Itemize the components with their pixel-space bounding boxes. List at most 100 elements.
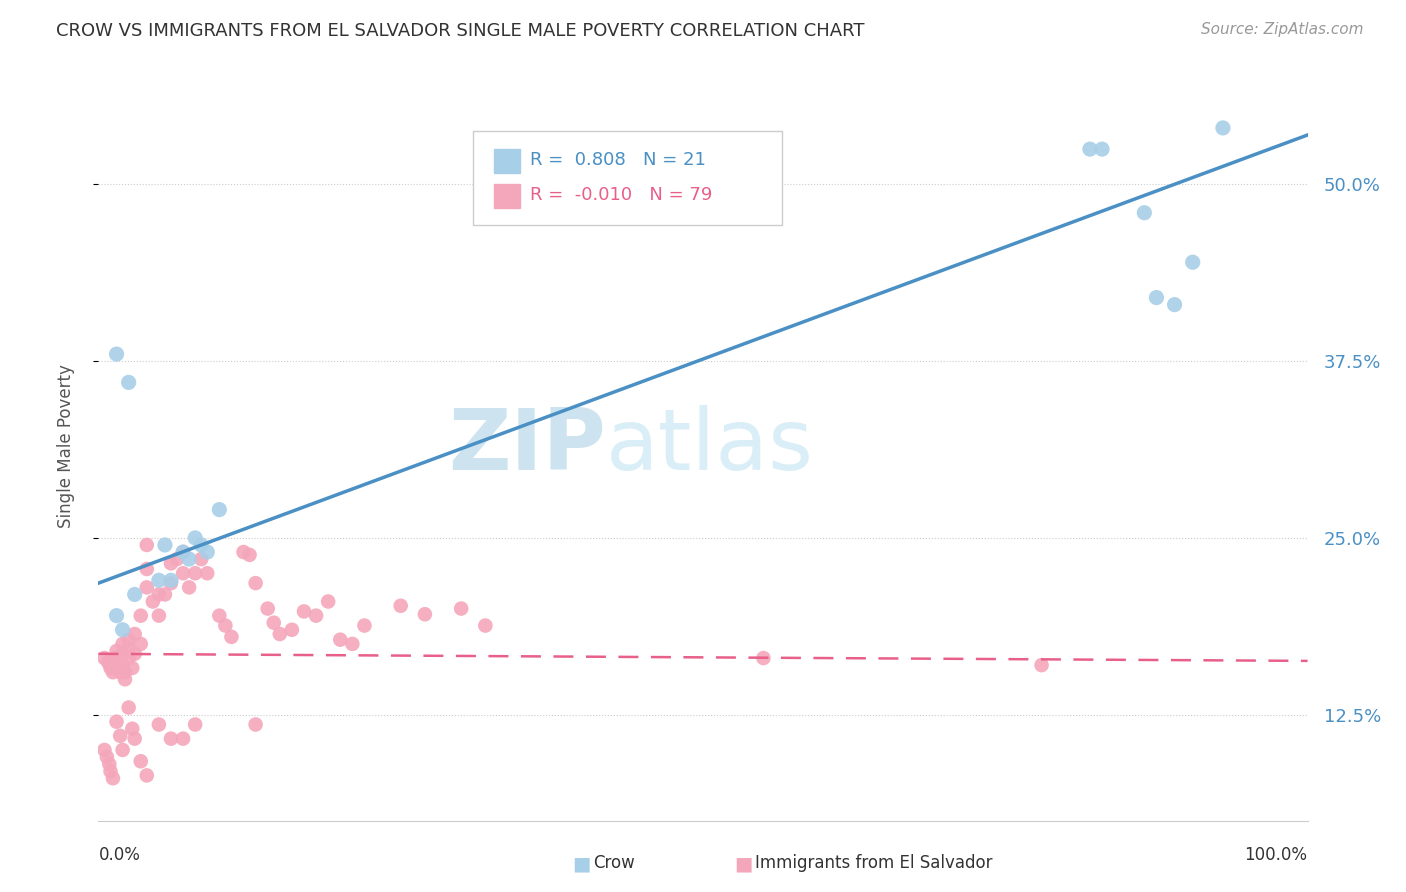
Text: Crow: Crow — [593, 855, 636, 872]
Point — [135, 562, 157, 576]
Point — [108, 729, 131, 743]
Point — [245, 717, 267, 731]
Point — [111, 743, 134, 757]
Point — [101, 771, 124, 785]
Text: Source: ZipAtlas.com: Source: ZipAtlas.com — [1201, 22, 1364, 37]
Point — [114, 665, 136, 680]
Point — [752, 651, 775, 665]
Point — [263, 615, 285, 630]
Point — [108, 658, 131, 673]
Text: Immigrants from El Salvador: Immigrants from El Salvador — [755, 855, 993, 872]
Point — [353, 618, 375, 632]
Point — [208, 502, 231, 516]
Point — [111, 658, 134, 673]
Point — [1031, 658, 1053, 673]
Point — [124, 627, 146, 641]
Point — [413, 607, 436, 622]
Point — [148, 608, 170, 623]
Point — [474, 618, 496, 632]
Point — [111, 637, 134, 651]
Point — [1212, 120, 1234, 135]
Point — [184, 566, 207, 581]
Point — [269, 627, 291, 641]
Point — [329, 632, 352, 647]
Point — [124, 731, 146, 746]
Point — [245, 576, 267, 591]
Point — [195, 545, 218, 559]
Point — [121, 661, 143, 675]
Point — [97, 655, 120, 669]
Point — [153, 538, 176, 552]
Text: 100.0%: 100.0% — [1244, 847, 1308, 864]
Point — [450, 601, 472, 615]
Point — [118, 641, 141, 656]
Point — [160, 576, 183, 591]
Point — [135, 538, 157, 552]
Point — [118, 700, 141, 714]
Point — [292, 604, 315, 618]
Point — [184, 531, 207, 545]
Point — [96, 750, 118, 764]
Point — [389, 599, 412, 613]
Point — [166, 552, 188, 566]
Point — [105, 651, 128, 665]
Point — [93, 651, 115, 665]
Point — [172, 545, 194, 559]
Point — [1133, 205, 1156, 219]
Point — [281, 623, 304, 637]
Point — [100, 661, 122, 675]
Point — [1078, 142, 1101, 156]
Point — [111, 623, 134, 637]
Point — [190, 538, 212, 552]
Point — [148, 717, 170, 731]
Point — [118, 651, 141, 665]
Point — [172, 545, 194, 559]
Point — [190, 552, 212, 566]
Point — [1146, 291, 1168, 305]
Point — [108, 665, 131, 680]
Point — [100, 764, 122, 779]
Text: ZIP: ZIP — [449, 404, 606, 488]
Text: R =  -0.010   N = 79: R = -0.010 N = 79 — [530, 186, 713, 204]
Point — [179, 552, 201, 566]
Point — [160, 557, 183, 571]
Point — [105, 608, 128, 623]
Text: CROW VS IMMIGRANTS FROM EL SALVADOR SINGLE MALE POVERTY CORRELATION CHART: CROW VS IMMIGRANTS FROM EL SALVADOR SING… — [56, 22, 865, 40]
Point — [129, 754, 152, 768]
Point — [108, 654, 131, 668]
Point — [105, 347, 128, 361]
Point — [142, 594, 165, 608]
Point — [195, 566, 218, 581]
Point — [179, 580, 201, 594]
Point — [129, 608, 152, 623]
Point — [101, 665, 124, 680]
Point — [1091, 142, 1114, 156]
Point — [93, 743, 115, 757]
Point — [114, 673, 136, 687]
Point — [208, 608, 231, 623]
Point — [1163, 298, 1185, 312]
Point — [148, 587, 170, 601]
Text: ■: ■ — [572, 854, 591, 873]
Point — [121, 722, 143, 736]
Point — [305, 608, 328, 623]
Point — [124, 647, 146, 661]
Point — [135, 580, 157, 594]
Point — [214, 618, 236, 632]
Point — [118, 376, 141, 390]
Point — [105, 644, 128, 658]
Point — [135, 768, 157, 782]
Point — [111, 647, 134, 661]
Bar — [494, 184, 520, 208]
Point — [100, 658, 122, 673]
Point — [160, 574, 183, 588]
Point — [98, 757, 121, 772]
Text: ■: ■ — [734, 854, 752, 873]
Point — [124, 587, 146, 601]
Point — [232, 545, 254, 559]
Point — [342, 637, 364, 651]
Point — [316, 594, 339, 608]
Point — [221, 630, 243, 644]
Y-axis label: Single Male Poverty: Single Male Poverty — [56, 364, 75, 528]
Point — [118, 632, 141, 647]
